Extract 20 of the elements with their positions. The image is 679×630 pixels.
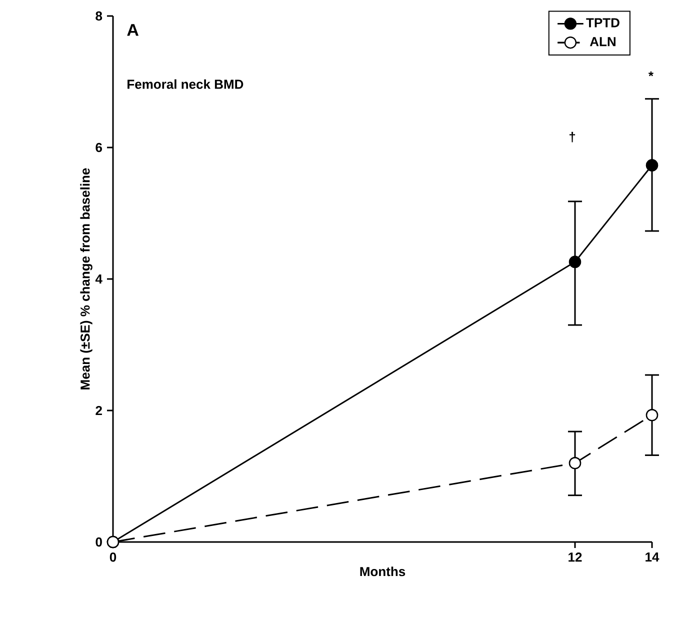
legend-label: TPTD <box>586 18 620 28</box>
y-tick-label: 4 <box>95 274 102 284</box>
x-tick-label: 12 <box>568 552 582 562</box>
y-tick-label: 8 <box>96 11 102 21</box>
y-axis-title: Mean (±SE) % change from baseline <box>80 168 92 390</box>
annotation: † <box>570 132 576 142</box>
annotation: * <box>648 71 654 76</box>
x-axis-title: Months <box>360 566 406 576</box>
point <box>568 457 582 470</box>
y-tick-label: 6 <box>96 142 102 152</box>
annotation: Femoral neck BMD <box>128 79 244 89</box>
x-tick-label: 14 <box>646 552 660 562</box>
point <box>646 409 658 422</box>
y-tick-label: 0 <box>96 537 102 547</box>
point <box>568 256 582 268</box>
x-tick-label: 0 <box>110 552 116 562</box>
annotation: A <box>127 24 138 36</box>
legend-label: ALN <box>590 37 616 46</box>
y-tick-label: 2 <box>96 406 102 416</box>
point <box>646 159 658 172</box>
